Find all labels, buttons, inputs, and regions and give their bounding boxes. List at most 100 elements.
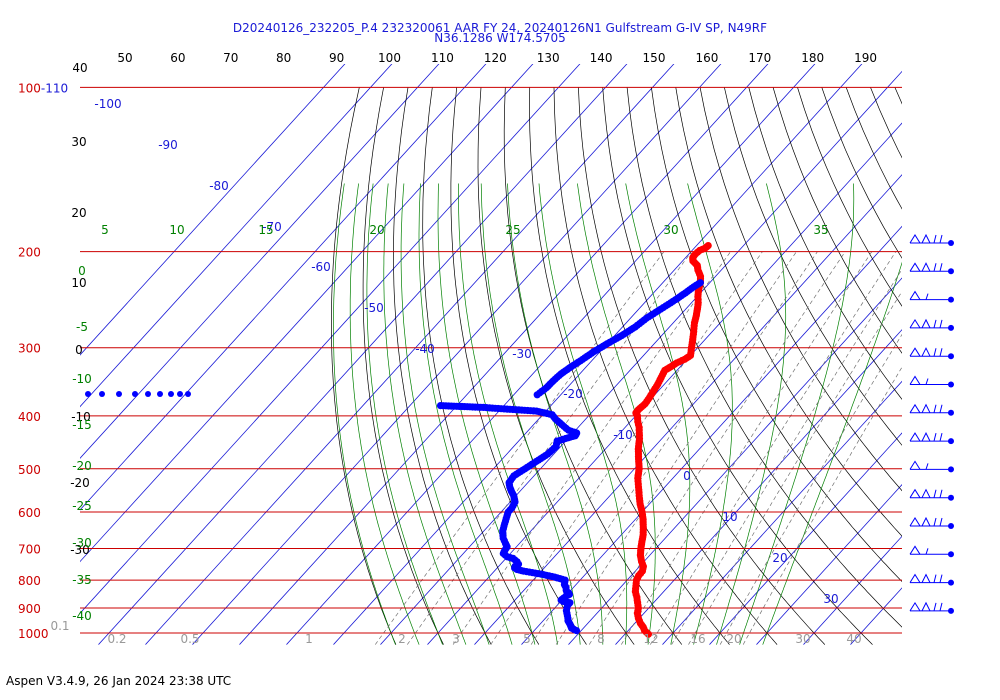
isobars xyxy=(80,86,902,634)
mixing-ratio-line xyxy=(671,268,902,645)
isotherm-line xyxy=(850,587,902,645)
wind-barb-flag xyxy=(909,234,921,244)
wind-barb-feathers xyxy=(925,548,929,555)
wind-barb-feathers xyxy=(925,378,929,385)
wind-barb xyxy=(909,375,954,388)
mixing-ratio-line xyxy=(375,251,665,645)
wind-barb-flag xyxy=(909,347,921,357)
wind-barb-station xyxy=(948,296,954,303)
wind-barb-feathers xyxy=(925,463,929,470)
mixing-ratio-line xyxy=(650,251,897,645)
isotherm-line xyxy=(709,432,902,645)
sounding-point xyxy=(696,279,705,287)
wind-barb-feathers xyxy=(921,516,943,527)
moist-adiabat-label: 30 xyxy=(663,223,678,237)
isotherm-line xyxy=(80,64,581,614)
isotherm-top-label: 120 xyxy=(484,51,507,65)
wind-barb xyxy=(909,347,954,360)
wind-barb xyxy=(909,460,954,473)
pressure-tick-label: 400 xyxy=(18,410,41,424)
dewpoint-profile xyxy=(436,402,581,635)
wind-barb-station xyxy=(948,551,954,558)
wind-barb xyxy=(909,516,954,529)
wind-barb-flag xyxy=(909,601,921,612)
isotherm-line xyxy=(662,380,902,645)
isotherm-line xyxy=(239,64,769,645)
isotherm-line xyxy=(80,64,346,356)
dry-adiabat-label: 30 xyxy=(71,135,86,149)
sounding-point xyxy=(436,402,445,410)
pressure-tick-label: 200 xyxy=(18,246,41,260)
dry-adiabat-line xyxy=(894,87,902,105)
wind-barb-feathers xyxy=(921,347,943,357)
sounding-point xyxy=(157,391,163,397)
isotherm-top-label: 40 xyxy=(72,61,87,75)
isotherm-line xyxy=(756,484,902,645)
moist-adiabat-left-label: -40 xyxy=(72,609,92,623)
mixing-ratio-line xyxy=(530,251,797,645)
dry-adiabat-line xyxy=(870,87,902,159)
dry-adiabat-line xyxy=(450,87,587,645)
sounding-point xyxy=(177,391,183,397)
dry-adiabat-line xyxy=(675,87,902,537)
grid-lines xyxy=(80,64,902,645)
dry-adiabat-line xyxy=(748,87,902,400)
moist-adiabat-label: 5 xyxy=(101,223,109,237)
wind-barb-flag xyxy=(909,403,921,414)
moist-adiabat-label: 25 xyxy=(505,223,520,237)
isotherm-line xyxy=(474,174,902,645)
isotherm-top-label: 90 xyxy=(329,51,344,65)
dry-adiabat-line xyxy=(422,87,540,645)
isotherm-diag-label: -50 xyxy=(364,301,384,315)
dry-adiabat-line xyxy=(651,87,902,583)
mixing-ratio-label: 5 xyxy=(523,632,531,646)
wind-barb-flag xyxy=(909,460,921,470)
sounding-point xyxy=(116,391,122,397)
mixing-ratio-label: 20 xyxy=(726,632,741,646)
wind-barb-feathers xyxy=(921,233,943,244)
isotherm-line xyxy=(333,64,863,645)
isotherm-line xyxy=(615,329,902,645)
isotherm-line xyxy=(98,64,628,645)
dry-adiabat-line xyxy=(626,87,902,628)
wind-barb-flag xyxy=(909,290,921,300)
isotherm-top-label: 170 xyxy=(748,51,771,65)
isotherm-diag-label: 0 xyxy=(683,469,691,483)
isotherm-diag-label: -80 xyxy=(209,179,229,193)
wind-barb-feathers xyxy=(921,573,943,583)
isotherm-line xyxy=(380,70,902,645)
wind-barb-flag xyxy=(909,545,921,555)
chart-subtitle: N36.1286 W174.5705 xyxy=(434,31,566,45)
isotherm-line xyxy=(192,64,722,645)
dry-adiabat-line xyxy=(821,87,902,259)
mixing-ratio-line xyxy=(742,366,902,645)
sounding-profiles xyxy=(85,242,712,638)
moist-adiabat-line xyxy=(400,183,490,645)
dry-adiabat-line xyxy=(797,87,902,307)
mixing-ratio-label: 0.5 xyxy=(180,632,199,646)
dry-adiabat-line xyxy=(362,87,444,645)
mixing-ratio-label: 16 xyxy=(690,632,705,646)
isotherm-diag-label: -30 xyxy=(512,347,532,361)
dewpoint-profile-upper xyxy=(533,279,705,399)
moist-adiabat-line xyxy=(349,183,420,645)
isotherm-diag-label: -70 xyxy=(262,220,282,234)
isotherm-diag-label: -100 xyxy=(94,97,121,111)
wind-barb xyxy=(909,488,954,501)
dry-adiabat-label: -30 xyxy=(70,543,90,557)
dry-adiabat-label: -20 xyxy=(70,476,90,490)
moist-adiabat-left-label: -5 xyxy=(76,320,88,334)
mixing-ratio-line xyxy=(555,251,818,645)
wind-barb-station xyxy=(948,381,954,388)
sounding-point xyxy=(168,391,174,397)
dry-adiabat-line xyxy=(772,87,902,354)
wind-barb-station xyxy=(948,353,954,360)
mixing-ratio-line xyxy=(588,251,846,645)
isotherm-diag-label: 20 xyxy=(772,551,787,565)
mixing-ratio-label: 12 xyxy=(643,632,658,646)
isotherm-diag-label: -60 xyxy=(311,260,331,274)
wind-barb-flag xyxy=(909,318,921,329)
dry-adiabat-label: 20 xyxy=(71,206,86,220)
isotherm-top-label: 60 xyxy=(170,51,185,65)
